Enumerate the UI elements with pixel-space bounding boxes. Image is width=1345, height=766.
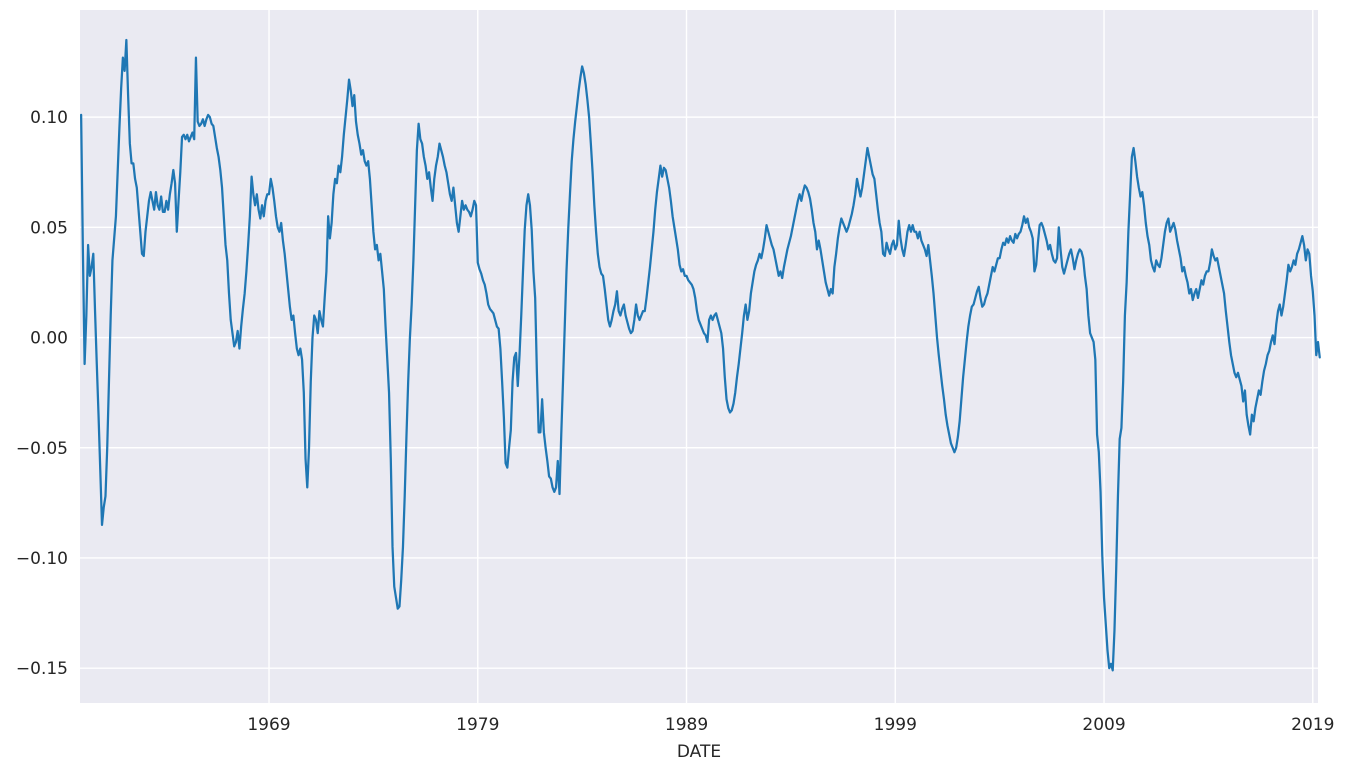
x-axis-label: DATE bbox=[677, 742, 721, 762]
plot-area bbox=[80, 10, 1318, 703]
y-tick-label: −0.15 bbox=[16, 659, 68, 679]
x-tick-label: 1979 bbox=[456, 715, 499, 735]
y-axis-tick-labels: 0.10 0.05 0.00 −0.05 −0.10 −0.15 bbox=[16, 108, 68, 679]
x-axis-tick-labels: 1969 1979 1989 1999 2009 2019 bbox=[247, 715, 1334, 735]
x-tick-label: 1999 bbox=[874, 715, 917, 735]
x-tick-label: 1969 bbox=[247, 715, 290, 735]
y-tick-label: 0.00 bbox=[30, 329, 68, 349]
x-tick-label: 2019 bbox=[1291, 715, 1334, 735]
y-tick-label: 0.10 bbox=[30, 108, 68, 128]
x-tick-label: 2009 bbox=[1082, 715, 1125, 735]
y-tick-label: −0.10 bbox=[16, 549, 68, 569]
data-line bbox=[80, 38, 1321, 672]
x-tick-label: 1989 bbox=[665, 715, 708, 735]
grid-lines bbox=[80, 10, 1318, 703]
y-tick-label: 0.05 bbox=[30, 218, 68, 238]
y-tick-label: −0.05 bbox=[16, 439, 68, 459]
